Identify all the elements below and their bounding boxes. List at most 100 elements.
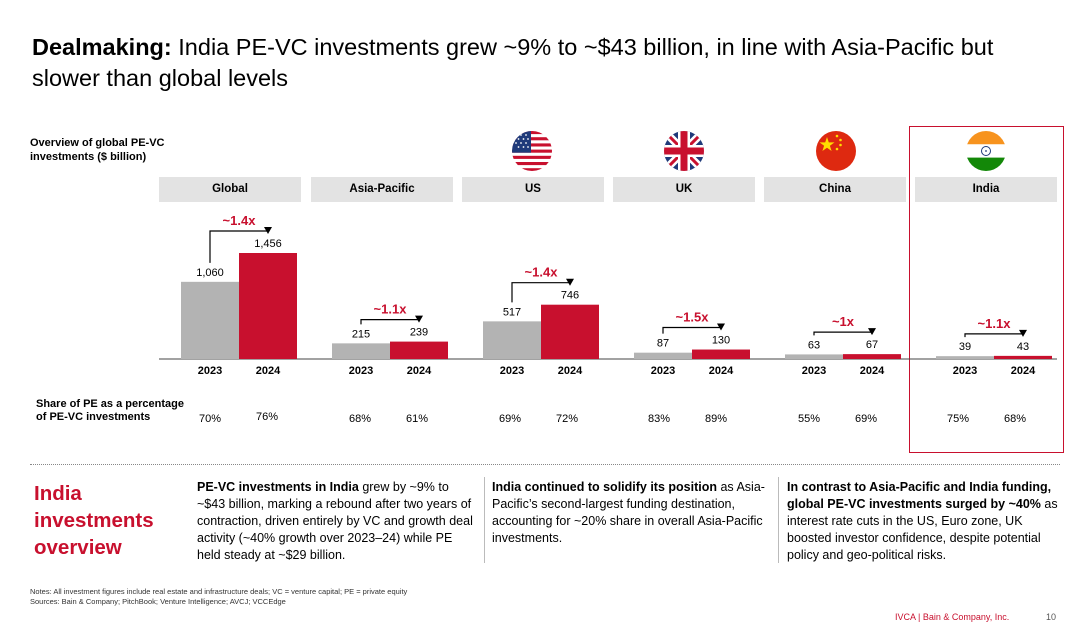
notes-line: Notes: All investment figures include re… [30, 587, 408, 596]
overview-text-global: In contrast to Asia-Pacific and India fu… [787, 479, 1067, 564]
data-label-2023-us: 517 [503, 306, 521, 318]
share-2024-asia-pacific: 61% [405, 413, 429, 425]
x-tick-2024-us: 2024 [558, 365, 583, 377]
data-label-2023-asia-pacific: 215 [352, 328, 370, 340]
bar-2024-us [541, 304, 599, 359]
x-tick-2023-uk: 2023 [651, 365, 675, 377]
growth-bracket-uk [662, 326, 721, 334]
share-2023-uk: 83% [647, 413, 671, 425]
share-2023-china: 55% [797, 413, 821, 425]
x-tick-2024-india: 2024 [1011, 365, 1036, 377]
bar-2023-china [785, 354, 843, 359]
x-tick-2023-china: 2023 [802, 365, 826, 377]
overview-text-india: PE-VC investments in India grew by ~9% t… [197, 479, 475, 564]
bar-2024-india [994, 355, 1052, 359]
china-flag-icon [816, 131, 856, 171]
bar-2023-global [181, 281, 239, 359]
x-tick-2023-global: 2023 [198, 365, 222, 377]
footer-brand: IVCA | Bain & Company, Inc. [895, 612, 1010, 622]
bar-2023-india [936, 356, 994, 359]
section-title: India investments overview [34, 482, 154, 559]
overview-text-asia-pacific: India continued to solidify its position… [492, 479, 772, 547]
x-tick-2024-uk: 2024 [709, 365, 734, 377]
panel-header-global: Global [159, 177, 301, 202]
growth-label-asia-pacific: ~1.1x [374, 302, 408, 317]
india-highlight-box [909, 126, 1064, 453]
bar-2023-us [483, 321, 541, 359]
growth-label-us: ~1.4x [525, 265, 559, 280]
panel-header-india: India [915, 177, 1057, 202]
overview-text-global-bold: In contrast to Asia-Pacific and India fu… [787, 480, 1052, 511]
x-tick-2024-china: 2024 [860, 365, 885, 377]
title-rest: India PE-VC investments grew ~9% to ~$43… [32, 34, 994, 91]
panel-header-asia-pacific: Asia-Pacific [311, 177, 453, 202]
x-tick-2024-asia-pacific: 2024 [407, 365, 432, 377]
bar-2023-uk [634, 352, 692, 359]
share-2023-asia-pacific: 68% [348, 413, 372, 425]
bar-2023-asia-pacific [332, 343, 390, 359]
data-label-2024-asia-pacific: 239 [410, 327, 428, 339]
overview-text-global-rest: as interest rate cuts in the US, Euro zo… [787, 497, 1058, 562]
chart-description: Overview of global PE-VC investments ($ … [30, 137, 165, 163]
share-2024-us: 72% [555, 413, 579, 425]
growth-arrowhead-us [566, 278, 574, 286]
share-2024-uk: 89% [704, 413, 728, 425]
growth-arrowhead-global [264, 227, 272, 234]
x-tick-2023-india: 2023 [953, 365, 977, 377]
panel-header-china: China [764, 177, 906, 202]
x-tick-2023-asia-pacific: 2023 [349, 365, 373, 377]
growth-bracket-china [813, 331, 872, 336]
india-flag-icon [966, 131, 1006, 171]
overview-text-asia-pacific-rest: as Asia-Pacific’s second-largest funding… [492, 480, 765, 545]
share-2024-india: 68% [1003, 413, 1027, 425]
data-label-2024-china: 67 [866, 339, 878, 351]
share-2024-global: 76% [255, 411, 279, 423]
us-flag-icon [512, 131, 552, 171]
growth-arrowhead-asia-pacific [415, 315, 423, 323]
growth-arrowhead-india [1019, 329, 1027, 337]
overview-text-india-bold: PE-VC investments in India [197, 480, 359, 494]
column-divider [778, 477, 779, 563]
bar-2024-asia-pacific [390, 341, 448, 359]
data-label-2024-india: 43 [1017, 341, 1029, 353]
x-tick-2024-global: 2024 [256, 365, 281, 377]
bar-2024-china [843, 354, 901, 359]
data-label-2023-uk: 87 [657, 338, 669, 350]
data-label-2024-uk: 130 [712, 335, 730, 347]
growth-label-india: ~1.1x [978, 316, 1012, 331]
data-label-2024-global: 1,456 [254, 238, 282, 250]
data-label-2023-global: 1,060 [196, 267, 224, 279]
growth-bracket-global [209, 230, 268, 263]
growth-bracket-us [511, 282, 570, 303]
growth-arrowhead-china [868, 328, 876, 336]
title-bold: Dealmaking: [32, 34, 172, 60]
data-label-2024-us: 746 [561, 290, 579, 302]
page-title: Dealmaking: India PE-VC investments grew… [32, 32, 1062, 94]
share-2023-global: 70% [198, 413, 222, 425]
data-label-2023-india: 39 [959, 341, 971, 353]
page-number: 10 [1046, 612, 1057, 622]
share-2023-us: 69% [498, 413, 522, 425]
growth-label-global: ~1.4x [223, 213, 257, 228]
notes: Notes: All investment figures include re… [30, 587, 407, 607]
column-divider [484, 477, 485, 563]
panel-header-uk: UK [613, 177, 755, 202]
growth-label-uk: ~1.5x [676, 310, 710, 325]
growth-bracket-asia-pacific [360, 319, 419, 325]
overview-text-asia-pacific-bold: India continued to solidify its position [492, 480, 717, 494]
bar-2024-global [239, 253, 297, 359]
section-divider [30, 464, 1060, 465]
growth-label-china: ~1x [832, 314, 855, 329]
x-tick-2023-us: 2023 [500, 365, 524, 377]
growth-arrowhead-uk [717, 323, 725, 331]
share-2023-india: 75% [946, 413, 970, 425]
share-2024-china: 69% [854, 413, 878, 425]
share-of-pe-label: Share of PE as a percentage of PE-VC inv… [36, 398, 184, 423]
panel-header-us: US [462, 177, 604, 202]
data-label-2023-china: 63 [808, 339, 820, 351]
bar-2024-uk [692, 349, 750, 359]
sources-line: Sources: Bain & Company; PitchBook; Vent… [30, 597, 286, 606]
growth-bracket-india [964, 333, 1023, 338]
uk-flag-icon [664, 131, 704, 171]
